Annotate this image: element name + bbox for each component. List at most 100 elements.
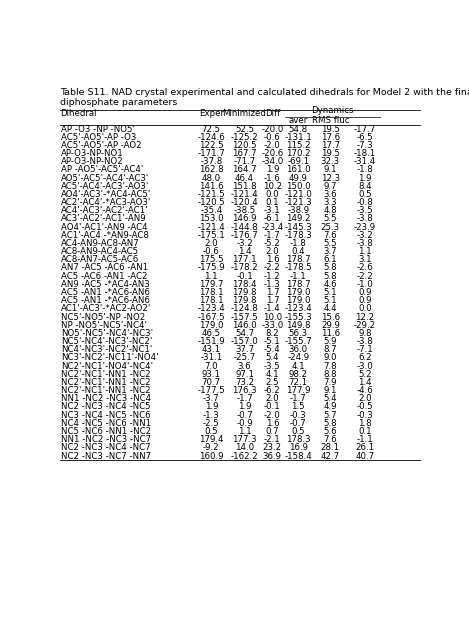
Text: 5.6: 5.6	[324, 427, 337, 436]
Text: 46.5: 46.5	[202, 329, 221, 338]
Text: 2.0: 2.0	[358, 394, 371, 403]
Text: AC5 -AN1 -*AC6-AN6: AC5 -AN1 -*AC6-AN6	[61, 296, 150, 305]
Text: NC5'-NC4'-NC3'-NC2': NC5'-NC4'-NC3'-NC2'	[61, 337, 152, 346]
Text: 161.0: 161.0	[286, 166, 310, 174]
Text: -157.0: -157.0	[231, 337, 258, 346]
Text: 17.7: 17.7	[321, 141, 340, 150]
Text: -7.1: -7.1	[356, 345, 373, 355]
Text: 120.5: 120.5	[232, 141, 257, 150]
Text: AP -AO5'-AC5'-AC4': AP -AO5'-AC5'-AC4'	[61, 166, 144, 174]
Text: 175.5: 175.5	[199, 255, 224, 264]
Text: -1.4: -1.4	[264, 305, 281, 313]
Text: 8.8: 8.8	[324, 370, 337, 379]
Text: 7.0: 7.0	[204, 362, 218, 370]
Text: 7.9: 7.9	[324, 378, 337, 387]
Text: -121.4: -121.4	[197, 222, 225, 231]
Text: 179.0: 179.0	[286, 296, 310, 305]
Text: 179.7: 179.7	[199, 280, 224, 289]
Text: 1.1: 1.1	[238, 427, 251, 436]
Text: 9.1: 9.1	[324, 386, 337, 395]
Text: 19.5: 19.5	[321, 125, 340, 133]
Text: -31.1: -31.1	[200, 353, 222, 362]
Text: Dynamics: Dynamics	[311, 106, 354, 115]
Text: -23.9: -23.9	[354, 222, 376, 231]
Text: 12.2: 12.2	[356, 313, 374, 322]
Text: 26.1: 26.1	[356, 443, 374, 453]
Text: -1.7: -1.7	[290, 394, 307, 403]
Text: 0.1: 0.1	[358, 427, 371, 436]
Text: 146.9: 146.9	[232, 214, 257, 224]
Text: 0.5: 0.5	[291, 427, 305, 436]
Text: -5.1: -5.1	[264, 337, 281, 346]
Text: 19.5: 19.5	[321, 149, 340, 158]
Text: -1.1: -1.1	[356, 435, 373, 444]
Text: 56.3: 56.3	[288, 329, 308, 338]
Text: -2.1: -2.1	[264, 435, 281, 444]
Text: 1.1: 1.1	[358, 247, 371, 256]
Text: 2.0: 2.0	[265, 247, 279, 256]
Text: NC2 -NC3 -NC7 -NN7: NC2 -NC3 -NC7 -NN7	[61, 451, 151, 461]
Text: -171.7: -171.7	[197, 149, 225, 158]
Text: AC3'-AC2'-AC1'-AN9: AC3'-AC2'-AC1'-AN9	[61, 214, 147, 224]
Text: -121.0: -121.0	[284, 190, 312, 199]
Text: Table S11. NAD crystal experimental and calculated dihedrals for Model 2 with th: Table S11. NAD crystal experimental and …	[61, 88, 469, 107]
Text: -177.5: -177.5	[197, 386, 225, 395]
Text: -131.1: -131.1	[284, 133, 312, 142]
Text: 164.7: 164.7	[232, 166, 257, 174]
Text: 29.9: 29.9	[321, 320, 340, 330]
Text: -178.5: -178.5	[284, 264, 312, 272]
Text: -2.2: -2.2	[264, 264, 281, 272]
Text: NC3'-NC2'-NC11'-NO4': NC3'-NC2'-NC11'-NO4'	[61, 353, 159, 362]
Text: AC5 -AN1 -*AC6-AN6: AC5 -AN1 -*AC6-AN6	[61, 288, 150, 297]
Text: 178.3: 178.3	[286, 435, 310, 444]
Text: -0.7: -0.7	[290, 419, 307, 428]
Text: 177.3: 177.3	[232, 435, 257, 444]
Text: AP -O3 -NP -NO5': AP -O3 -NP -NO5'	[61, 125, 135, 133]
Text: 149.2: 149.2	[286, 214, 310, 224]
Text: -34.0: -34.0	[261, 157, 283, 166]
Text: 7.6: 7.6	[324, 231, 337, 240]
Text: -35.4: -35.4	[200, 206, 222, 216]
Text: 9.8: 9.8	[358, 329, 371, 338]
Text: 1.5: 1.5	[291, 403, 305, 411]
Text: 49.9: 49.9	[289, 174, 308, 183]
Text: -3.8: -3.8	[356, 214, 373, 224]
Text: NN1 -NC2 -NC3 -NC7: NN1 -NC2 -NC3 -NC7	[61, 435, 151, 444]
Text: -3.5: -3.5	[356, 206, 373, 216]
Text: 10.0: 10.0	[263, 313, 282, 322]
Text: 40.7: 40.7	[356, 451, 374, 461]
Text: 46.4: 46.4	[235, 174, 254, 183]
Text: -37.8: -37.8	[200, 157, 222, 166]
Text: AN7 -AC5 -AC6 -AN1: AN7 -AC5 -AC6 -AN1	[61, 264, 148, 272]
Text: 52.5: 52.5	[235, 125, 254, 133]
Text: 0.9: 0.9	[358, 296, 371, 305]
Text: 8.7: 8.7	[324, 345, 337, 355]
Text: -38.5: -38.5	[234, 206, 256, 216]
Text: -178.2: -178.2	[231, 264, 258, 272]
Text: 6.1: 6.1	[324, 255, 337, 264]
Text: -3.0: -3.0	[356, 362, 373, 370]
Text: 54.8: 54.8	[288, 125, 308, 133]
Text: -1.7: -1.7	[264, 231, 281, 240]
Text: AC8-AN9-AC4-AC5: AC8-AN9-AC4-AC5	[61, 247, 139, 256]
Text: NC5 -NC6 -NN1 -NC2: NC5 -NC6 -NN1 -NC2	[61, 427, 151, 436]
Text: -1.2: -1.2	[264, 272, 281, 281]
Text: 4.9: 4.9	[324, 403, 337, 411]
Text: AP-O3-NP-NO2: AP-O3-NP-NO2	[61, 157, 124, 166]
Text: 4.1: 4.1	[265, 370, 279, 379]
Text: 37.7: 37.7	[235, 345, 254, 355]
Text: -2.5: -2.5	[203, 419, 219, 428]
Text: 3.6: 3.6	[238, 362, 251, 370]
Text: 1.7: 1.7	[265, 288, 279, 297]
Text: 5.2: 5.2	[358, 370, 371, 379]
Text: -120.5: -120.5	[197, 198, 225, 207]
Text: 3.6: 3.6	[324, 190, 337, 199]
Text: 1.9: 1.9	[204, 403, 218, 411]
Text: Exper: Exper	[199, 109, 224, 118]
Text: 15.6: 15.6	[321, 313, 340, 322]
Text: 0.5: 0.5	[204, 427, 218, 436]
Text: 8.4: 8.4	[358, 182, 371, 191]
Text: -1.3: -1.3	[264, 280, 281, 289]
Text: -1.1: -1.1	[290, 272, 307, 281]
Text: -0.8: -0.8	[356, 198, 373, 207]
